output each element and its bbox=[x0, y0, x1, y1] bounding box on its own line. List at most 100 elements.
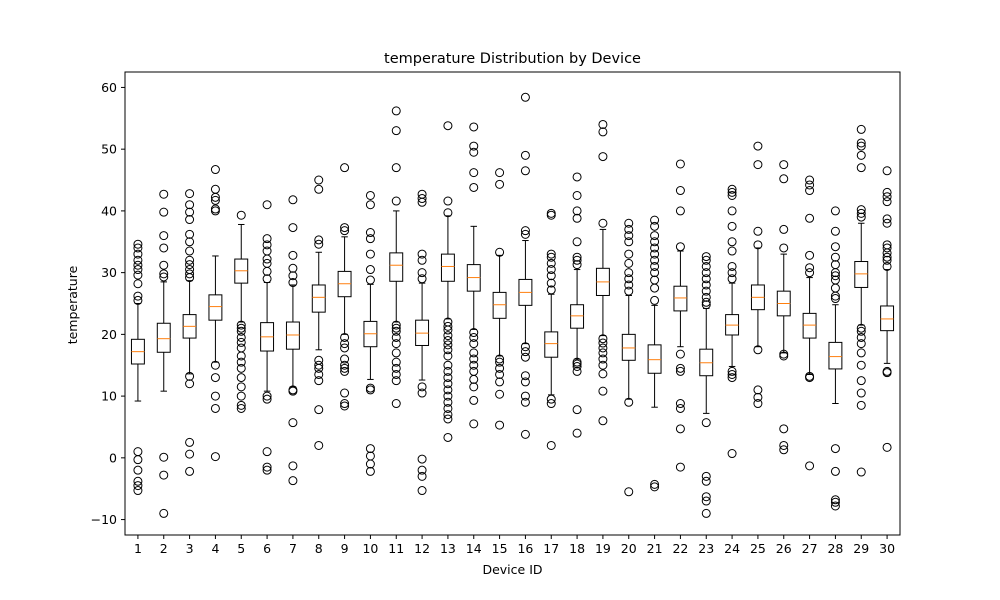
outlier-point bbox=[262, 234, 272, 244]
outlier-point bbox=[469, 360, 479, 370]
outlier-point bbox=[624, 274, 634, 284]
outlier-point bbox=[236, 326, 246, 336]
box-device-17 bbox=[544, 208, 559, 450]
outlier-point bbox=[805, 373, 815, 383]
outlier-point bbox=[133, 279, 143, 289]
outlier-point bbox=[520, 166, 530, 176]
outlier-point bbox=[650, 479, 660, 489]
box-device-11 bbox=[389, 106, 404, 409]
outlier-point bbox=[856, 323, 866, 333]
iqr-box bbox=[311, 284, 326, 313]
iqr-box bbox=[492, 291, 507, 319]
outlier-point bbox=[675, 242, 685, 252]
outlier-point bbox=[288, 476, 298, 486]
outlier-point bbox=[443, 366, 453, 376]
outlier-point bbox=[365, 228, 375, 238]
outlier-point bbox=[701, 418, 711, 428]
outlier-point bbox=[805, 213, 815, 223]
outlier-point bbox=[830, 271, 840, 281]
x-tick-label: 18 bbox=[569, 541, 585, 556]
x-tick-label: 19 bbox=[595, 541, 611, 556]
box-device-18 bbox=[570, 172, 585, 438]
outlier-point bbox=[701, 508, 711, 518]
outlier-point bbox=[753, 385, 763, 395]
outlier-point bbox=[882, 166, 892, 176]
outlier-point bbox=[391, 196, 401, 206]
outlier-point bbox=[133, 486, 143, 496]
outlier-point bbox=[830, 206, 840, 216]
outlier-point bbox=[675, 462, 685, 472]
outlier-point bbox=[210, 165, 220, 175]
outlier-point bbox=[236, 337, 246, 347]
outlier-point bbox=[624, 268, 634, 278]
outlier-point bbox=[753, 226, 763, 236]
outlier-point bbox=[159, 189, 169, 199]
outlier-point bbox=[572, 359, 582, 369]
outlier-point bbox=[650, 237, 660, 247]
outlier-point bbox=[262, 246, 272, 256]
x-tick-label: 30 bbox=[879, 541, 895, 556]
box-device-25 bbox=[750, 141, 765, 409]
x-tick-label: 13 bbox=[440, 541, 456, 556]
outlier-point bbox=[443, 351, 453, 361]
outlier-point bbox=[314, 363, 324, 373]
outlier-point bbox=[624, 224, 634, 234]
box-device-16 bbox=[518, 92, 533, 439]
x-tick-label: 1 bbox=[134, 541, 142, 556]
outlier-point bbox=[675, 403, 685, 413]
outlier-point bbox=[133, 481, 143, 491]
outlier-point bbox=[365, 275, 375, 285]
outlier-point bbox=[262, 391, 272, 401]
x-tick-label: 6 bbox=[263, 541, 271, 556]
box-device-19 bbox=[595, 119, 610, 426]
outlier-point bbox=[546, 249, 556, 259]
iqr-box bbox=[208, 294, 223, 321]
outlier-point bbox=[185, 207, 195, 217]
outlier-point bbox=[856, 141, 866, 151]
outlier-point bbox=[288, 271, 298, 281]
outlier-point bbox=[469, 339, 479, 349]
outlier-point bbox=[727, 449, 737, 459]
outlier-point bbox=[469, 374, 479, 384]
outlier-point bbox=[675, 349, 685, 359]
outlier-point bbox=[365, 265, 375, 275]
iqr-box bbox=[570, 304, 585, 329]
outlier-point bbox=[443, 340, 453, 350]
outlier-point bbox=[495, 363, 505, 373]
outlier-point bbox=[727, 366, 737, 376]
outlier-point bbox=[701, 297, 711, 307]
outlier-point bbox=[520, 397, 530, 407]
iqr-box bbox=[156, 322, 171, 353]
outlier-point bbox=[469, 395, 479, 405]
outlier-point bbox=[185, 246, 195, 256]
outlier-point bbox=[675, 363, 685, 373]
outlier-point bbox=[469, 419, 479, 429]
outlier-point bbox=[133, 291, 143, 301]
outlier-point bbox=[133, 455, 143, 465]
outlier-point bbox=[314, 440, 324, 450]
outlier-point bbox=[546, 208, 556, 218]
x-tick-label: 4 bbox=[211, 541, 219, 556]
outlier-point bbox=[701, 471, 711, 481]
outlier-point bbox=[572, 252, 582, 262]
outlier-point bbox=[572, 428, 582, 438]
x-tick-label: 16 bbox=[517, 541, 533, 556]
outlier-point bbox=[159, 231, 169, 241]
outlier-point bbox=[185, 269, 195, 279]
outlier-point bbox=[210, 360, 220, 370]
outlier-point bbox=[882, 192, 892, 202]
outlier-point bbox=[727, 190, 737, 200]
outlier-point bbox=[520, 377, 530, 387]
outlier-point bbox=[443, 321, 453, 331]
y-tick-label: 30 bbox=[101, 265, 117, 280]
outlier-point bbox=[882, 368, 892, 378]
box-device-29 bbox=[854, 124, 869, 477]
outlier-point bbox=[469, 141, 479, 151]
outlier-point bbox=[624, 286, 634, 296]
outlier-point bbox=[469, 354, 479, 364]
axes-frame bbox=[124, 71, 901, 536]
outlier-point bbox=[314, 235, 324, 245]
outlier-point bbox=[391, 363, 401, 373]
outlier-point bbox=[830, 275, 840, 285]
